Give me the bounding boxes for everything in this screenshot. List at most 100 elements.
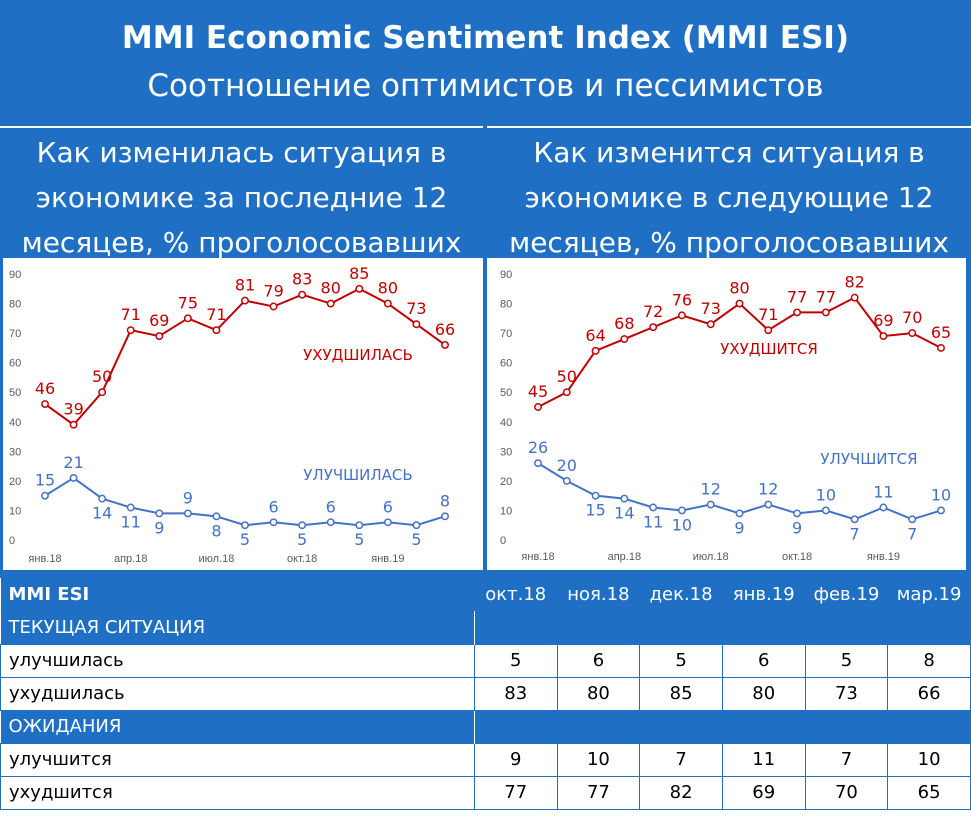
data-point <box>706 500 715 509</box>
data-label: 5 <box>411 530 421 549</box>
data-point <box>764 500 773 509</box>
y-tick-label: 90 <box>500 269 512 281</box>
data-label: 65 <box>931 323 951 342</box>
data-label: 64 <box>585 326 605 345</box>
section-row: ОЖИДАНИЯ <box>0 710 971 743</box>
table-row: улучшится 9 10 7 11 7 10 <box>0 742 971 777</box>
cell: 80 <box>721 676 806 711</box>
data-label: 85 <box>349 264 369 283</box>
right-panel-title: Как изменится ситуация в экономике в сле… <box>487 128 971 259</box>
data-point <box>706 320 715 329</box>
data-point <box>649 323 658 332</box>
x-tick-label: окт.18 <box>287 553 317 565</box>
data-label: 6 <box>268 497 278 516</box>
left-title-line: экономике за последние 12 <box>35 181 448 214</box>
y-tick-label: 80 <box>500 299 512 311</box>
data-label: 73 <box>701 299 721 318</box>
data-point <box>821 506 830 515</box>
data-point <box>764 326 773 335</box>
cell: 77 <box>473 775 558 810</box>
data-label: 15 <box>585 501 605 520</box>
x-tick-label: апр.18 <box>114 553 147 565</box>
x-tick-label: июл.18 <box>198 553 234 565</box>
data-label: 9 <box>183 488 193 507</box>
data-label: 20 <box>557 456 577 475</box>
data-point <box>355 284 364 293</box>
data-label: 69 <box>149 311 169 330</box>
cell: 7 <box>804 742 889 777</box>
data-point <box>735 509 744 518</box>
data-label: 6 <box>326 497 336 516</box>
left-chart: 0 10 20 30 40 50 60 70 80 90 янв.18 апр.18 июл.18 окт… <box>9 264 455 565</box>
data-point <box>241 521 249 530</box>
left-panel-title: Как изменилась ситуация в экономике за п… <box>0 128 483 259</box>
x-tick-label: окт.18 <box>782 551 812 563</box>
left-chart-container: 0 10 20 30 40 50 60 70 80 90 янв.18 апр.18 июл.18 окт… <box>3 258 476 570</box>
data-label: 15 <box>35 471 55 490</box>
series-name-label: УЛУЧШИЛАСЬ <box>303 466 412 484</box>
data-point <box>562 476 571 485</box>
data-point <box>269 518 278 527</box>
month-header: окт.18 <box>474 578 558 611</box>
cell: 11 <box>721 742 806 777</box>
data-label: 11 <box>873 482 893 501</box>
data-label: 14 <box>92 504 112 523</box>
series-name-label: УЛУЧШИТСЯ <box>820 450 917 468</box>
data-point <box>69 420 78 429</box>
data-point <box>269 302 278 311</box>
cell: 73 <box>804 676 889 711</box>
row-label: улучшилась <box>0 643 475 678</box>
data-point <box>298 290 307 299</box>
y-tick-label: 20 <box>9 476 21 488</box>
frame-bottom <box>0 570 971 578</box>
data-point <box>937 506 945 515</box>
data-label: 79 <box>263 282 283 301</box>
data-label: 21 <box>63 453 83 472</box>
x-tick-label: янв.19 <box>867 551 900 563</box>
right-title-line: экономике в следующие 12 <box>524 181 934 214</box>
data-label: 7 <box>850 524 860 543</box>
data-point <box>98 494 107 503</box>
data-label: 12 <box>701 480 721 499</box>
series-name-label: УХУДШИЛАСЬ <box>303 346 413 364</box>
data-point <box>620 494 629 503</box>
data-point <box>908 329 917 338</box>
data-point <box>98 388 107 397</box>
data-point <box>183 509 192 518</box>
cell: 65 <box>887 775 971 810</box>
data-label: 66 <box>435 320 455 339</box>
cell: 10 <box>556 742 641 777</box>
cell: 70 <box>804 775 889 810</box>
y-tick-label: 10 <box>9 505 21 517</box>
data-point <box>212 512 221 521</box>
header-banner: MMI Economic Sentiment Index (MMI ESI) С… <box>0 0 971 126</box>
panel-divider <box>483 126 487 576</box>
data-label: 5 <box>240 530 250 549</box>
data-label: 71 <box>206 305 226 324</box>
data-label: 82 <box>844 273 864 292</box>
data-label: 45 <box>528 382 548 401</box>
page-title: MMI Economic Sentiment Index (MMI ESI) <box>121 20 850 56</box>
y-tick-label: 30 <box>9 446 21 458</box>
data-point <box>69 473 78 482</box>
data-point <box>326 299 335 308</box>
data-label: 46 <box>35 379 55 398</box>
data-point <box>41 400 49 408</box>
right-chart: 0 10 20 30 40 50 60 70 80 90 янв.18 апр.18 июл.18 окт… <box>500 269 951 563</box>
data-point <box>591 491 600 500</box>
data-point <box>821 308 830 317</box>
frame-left <box>0 258 3 576</box>
y-tick-label: 50 <box>500 387 512 399</box>
data-label: 5 <box>297 530 307 549</box>
data-label: 50 <box>92 367 112 386</box>
cell: 9 <box>473 742 558 777</box>
cell: 7 <box>639 742 723 777</box>
data-label: 83 <box>292 270 312 289</box>
cell: 10 <box>887 742 971 777</box>
data-point <box>850 293 859 302</box>
month-header: фев.19 <box>805 578 888 611</box>
y-tick-label: 40 <box>500 417 512 429</box>
month-header: ноя.18 <box>557 578 640 611</box>
data-point <box>735 299 744 308</box>
cell: 69 <box>721 775 806 810</box>
